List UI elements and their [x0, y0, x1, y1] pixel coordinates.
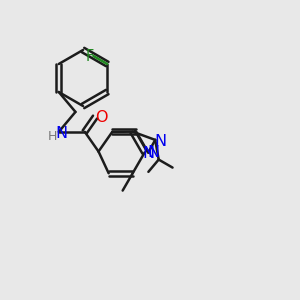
- Text: H: H: [48, 130, 57, 143]
- Text: N: N: [56, 126, 68, 141]
- Text: O: O: [95, 110, 107, 125]
- Text: N: N: [147, 145, 159, 160]
- Text: F: F: [85, 49, 94, 64]
- Text: N: N: [142, 146, 155, 161]
- Text: N: N: [154, 134, 166, 149]
